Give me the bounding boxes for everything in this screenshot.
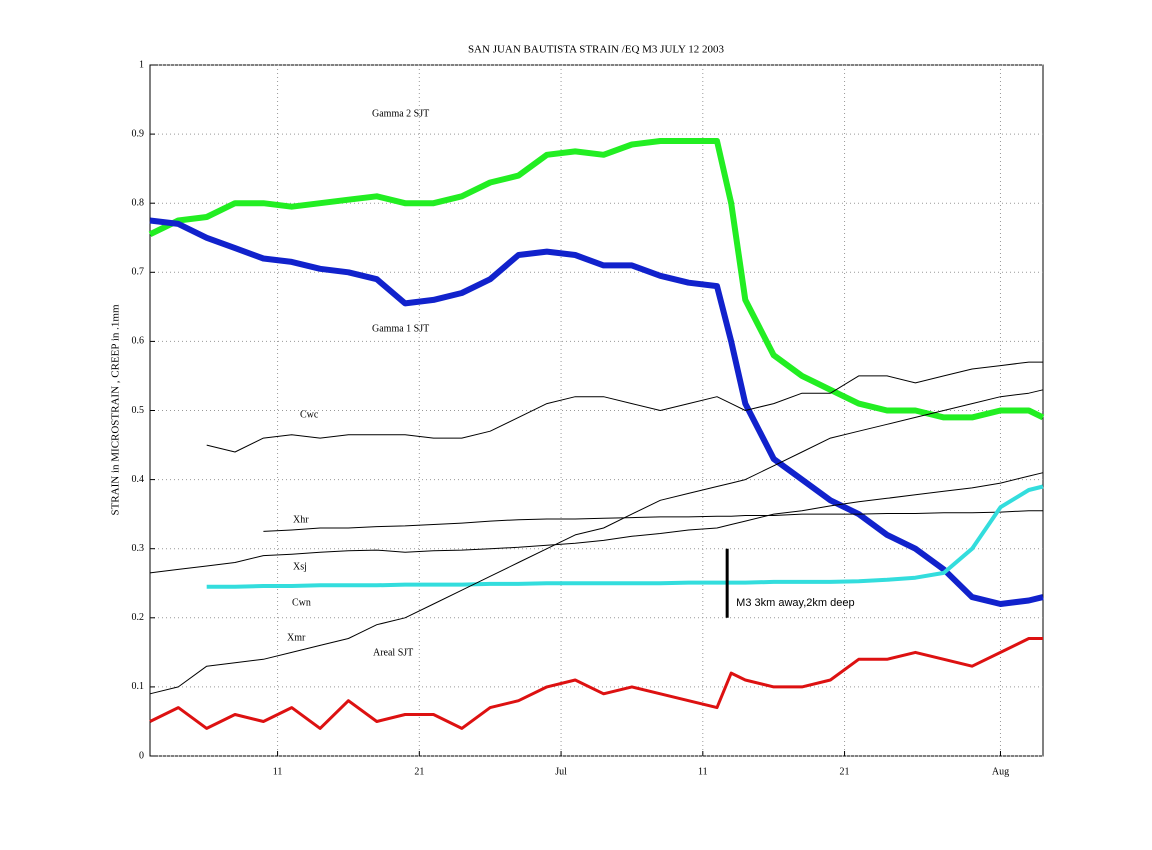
series-label: Cwn bbox=[292, 597, 311, 608]
series-label: Xsj bbox=[293, 561, 307, 572]
y-tick-label: 0 bbox=[139, 750, 144, 761]
series-label: Areal SJT bbox=[373, 647, 413, 658]
series-line bbox=[149, 217, 1044, 607]
series-line bbox=[149, 472, 1044, 574]
series-line bbox=[148, 138, 1045, 421]
y-axis-label: STRAIN in MICROSTRAIN , CREEP in .1mm bbox=[110, 304, 122, 516]
x-tick-label: Jul bbox=[555, 766, 567, 777]
y-tick-label: 0.6 bbox=[132, 336, 145, 347]
x-tick-label: 21 bbox=[414, 766, 424, 777]
annotation-text: M3 3km away,2km deep bbox=[736, 597, 854, 609]
y-tick-label: 1 bbox=[139, 59, 144, 70]
x-tick-label: 11 bbox=[698, 766, 708, 777]
x-tick-label: 11 bbox=[273, 766, 283, 777]
series-line bbox=[206, 361, 1043, 453]
x-tick-label: Aug bbox=[992, 766, 1009, 777]
series-line bbox=[263, 510, 1043, 532]
series-label: Cwc bbox=[300, 409, 319, 420]
y-tick-label: 0.8 bbox=[132, 197, 145, 208]
series-label: Gamma 2 SJT bbox=[372, 108, 429, 119]
series-label: Xmr bbox=[287, 632, 306, 643]
series-line bbox=[149, 637, 1043, 730]
y-tick-label: 0.1 bbox=[132, 681, 145, 692]
y-tick-label: 0.2 bbox=[132, 612, 145, 623]
y-tick-label: 0.4 bbox=[132, 474, 145, 485]
y-tick-label: 0.3 bbox=[132, 543, 145, 554]
series-label: Gamma 1 SJT bbox=[372, 323, 429, 334]
y-tick-label: 0.9 bbox=[132, 128, 145, 139]
series-line bbox=[206, 484, 1044, 589]
series-line bbox=[149, 389, 1044, 695]
x-tick-label: 21 bbox=[840, 766, 850, 777]
y-tick-label: 0.7 bbox=[132, 267, 145, 278]
y-tick-label: 0.5 bbox=[132, 405, 145, 416]
series-label: Xhr bbox=[293, 514, 309, 525]
chart-title: SAN JUAN BAUTISTA STRAIN /EQ M3 JULY 12 … bbox=[468, 44, 725, 56]
